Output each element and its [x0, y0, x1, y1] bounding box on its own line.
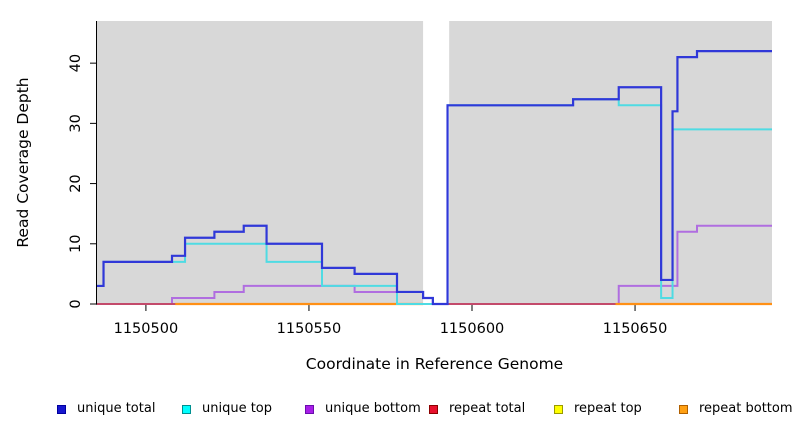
legend-item-repeat-total: repeat total: [429, 399, 525, 419]
y-tick-label: 40: [68, 54, 84, 72]
x-tick-label: 1150600: [440, 321, 505, 337]
repeat-bottom-swatch-icon: [679, 404, 688, 414]
x-tick-label: 1150650: [603, 321, 668, 337]
legend-label: unique bottom: [325, 401, 421, 416]
x-tick-label: 1150550: [277, 321, 342, 337]
y-tick-label: 20: [68, 174, 84, 192]
legend-label: repeat bottom: [699, 401, 792, 416]
legend-item-unique-bottom: unique bottom: [305, 399, 421, 419]
repeat-total-swatch-icon: [429, 404, 438, 414]
y-tick-label: 10: [68, 235, 84, 253]
unique-bottom-swatch-icon: [305, 404, 314, 414]
x-tick-label: 1150500: [114, 321, 179, 337]
legend-label: unique total: [77, 401, 156, 416]
legend-label: repeat top: [574, 401, 642, 416]
legend-item-repeat-top: repeat top: [554, 399, 642, 419]
series-unique-total: [97, 50, 772, 306]
unique-top-swatch-icon: [182, 404, 191, 414]
chart-legend: unique total unique top unique bottom re…: [0, 399, 792, 423]
repeat-top-swatch-icon: [554, 404, 563, 414]
coverage-gap-band: [423, 21, 450, 304]
y-tick-label: 30: [68, 114, 84, 132]
legend-item-repeat-bottom: repeat bottom: [679, 399, 792, 419]
unique-total-swatch-icon: [57, 404, 66, 414]
legend-label: repeat total: [449, 401, 526, 416]
legend-item-unique-total: unique total: [57, 399, 155, 419]
y-axis-title: Read Coverage Depth: [14, 77, 32, 247]
y-tick-label: 0: [68, 299, 84, 308]
legend-item-unique-top: unique top: [182, 399, 272, 419]
legend-label: unique top: [202, 401, 273, 416]
x-axis-title: Coordinate in Reference Genome: [306, 355, 563, 373]
